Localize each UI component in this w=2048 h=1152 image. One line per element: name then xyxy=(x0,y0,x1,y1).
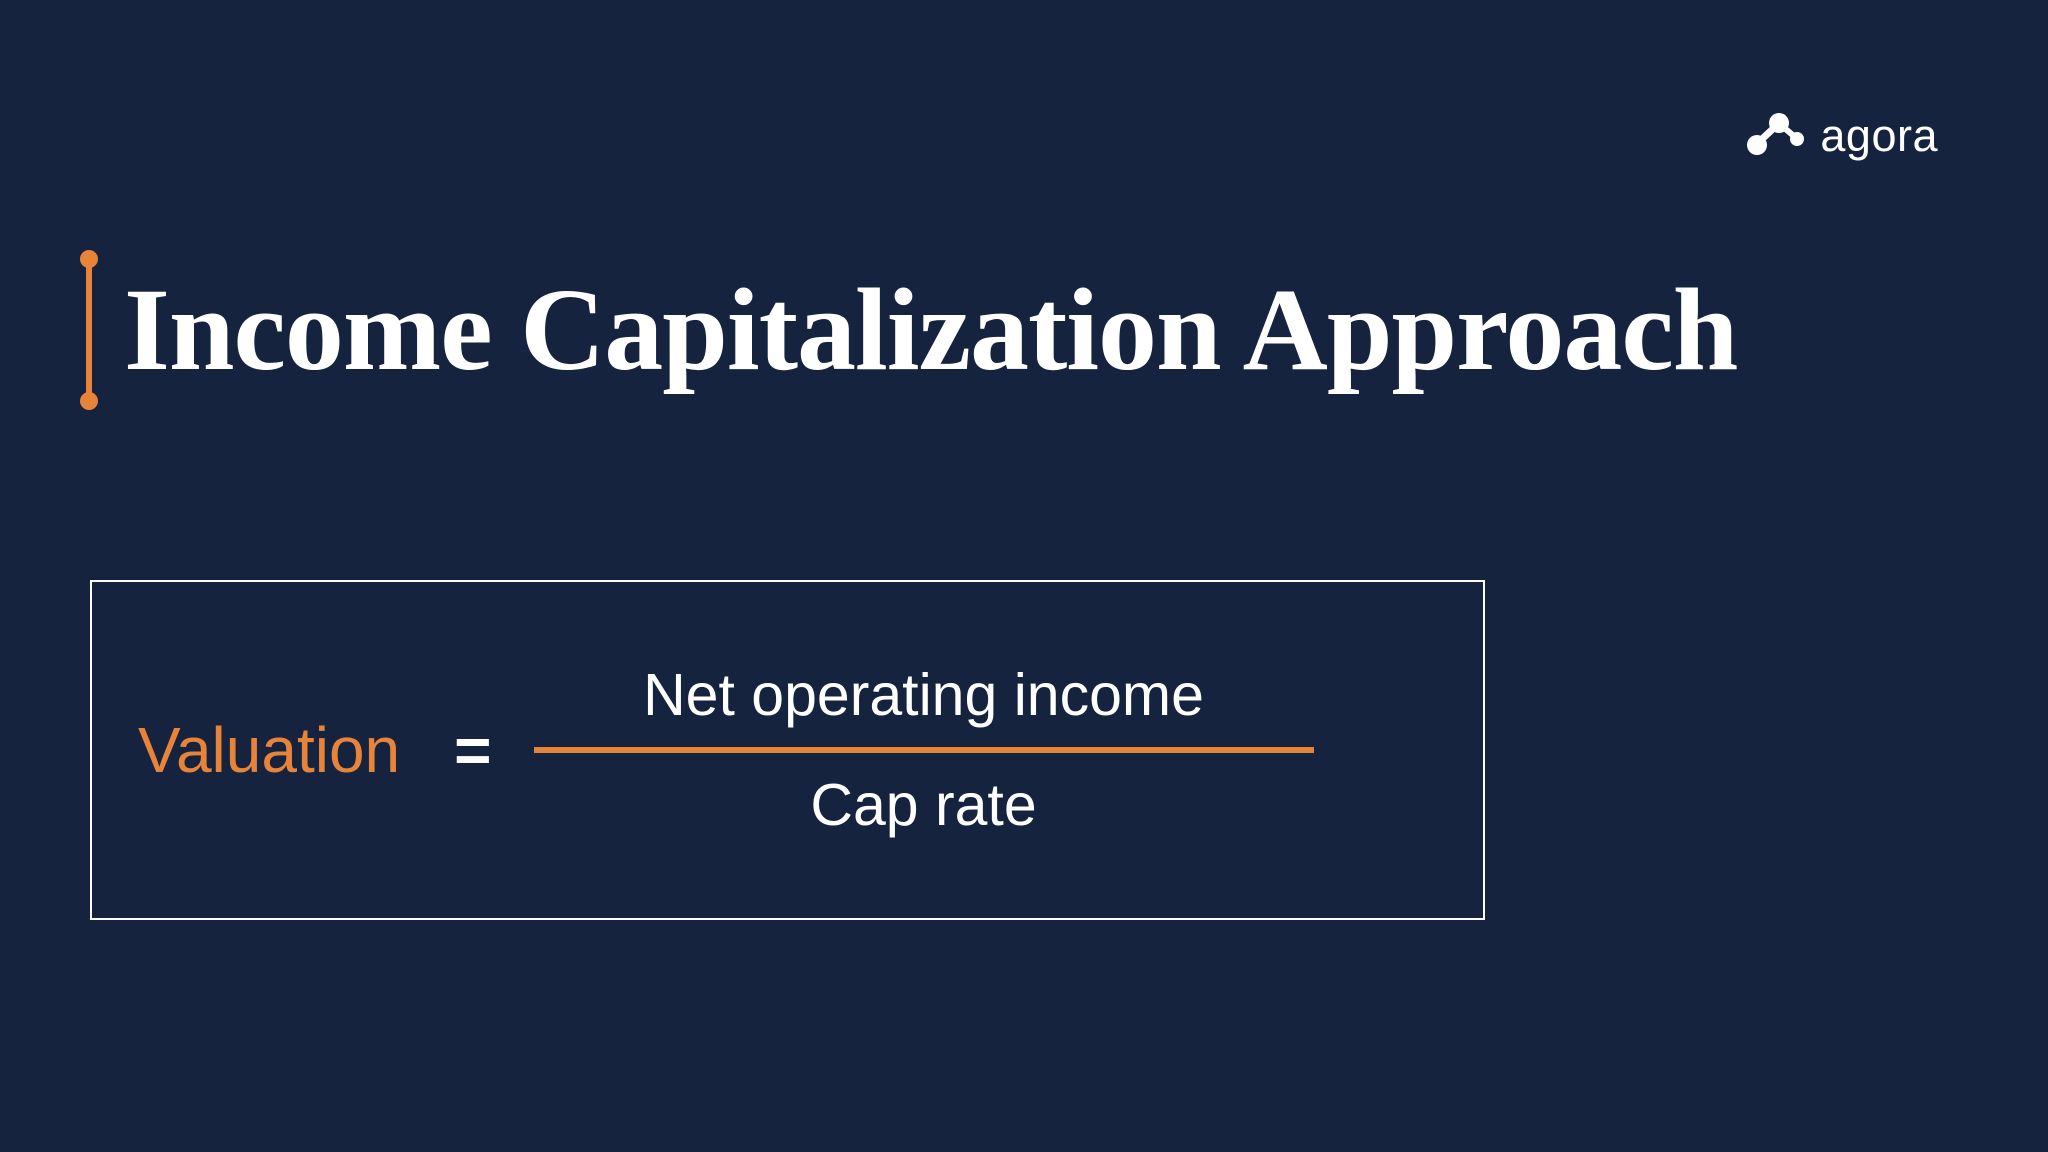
formula-fraction: Net operating income Cap rate xyxy=(534,661,1314,839)
page-title-container: Income Capitalization Approach xyxy=(80,250,1737,410)
page-title: Income Capitalization Approach xyxy=(124,262,1737,398)
formula-denominator: Cap rate xyxy=(810,753,1036,839)
formula-container: Valuation = Net operating income Cap rat… xyxy=(90,580,1485,920)
brand-logo: agora xyxy=(1746,110,1938,162)
formula-numerator: Net operating income xyxy=(643,661,1204,747)
formula-result-label: Valuation xyxy=(138,713,400,787)
equals-sign: = xyxy=(454,713,491,787)
title-decoration-icon xyxy=(80,250,100,410)
logo-icon xyxy=(1746,111,1806,161)
brand-name: agora xyxy=(1820,110,1938,162)
